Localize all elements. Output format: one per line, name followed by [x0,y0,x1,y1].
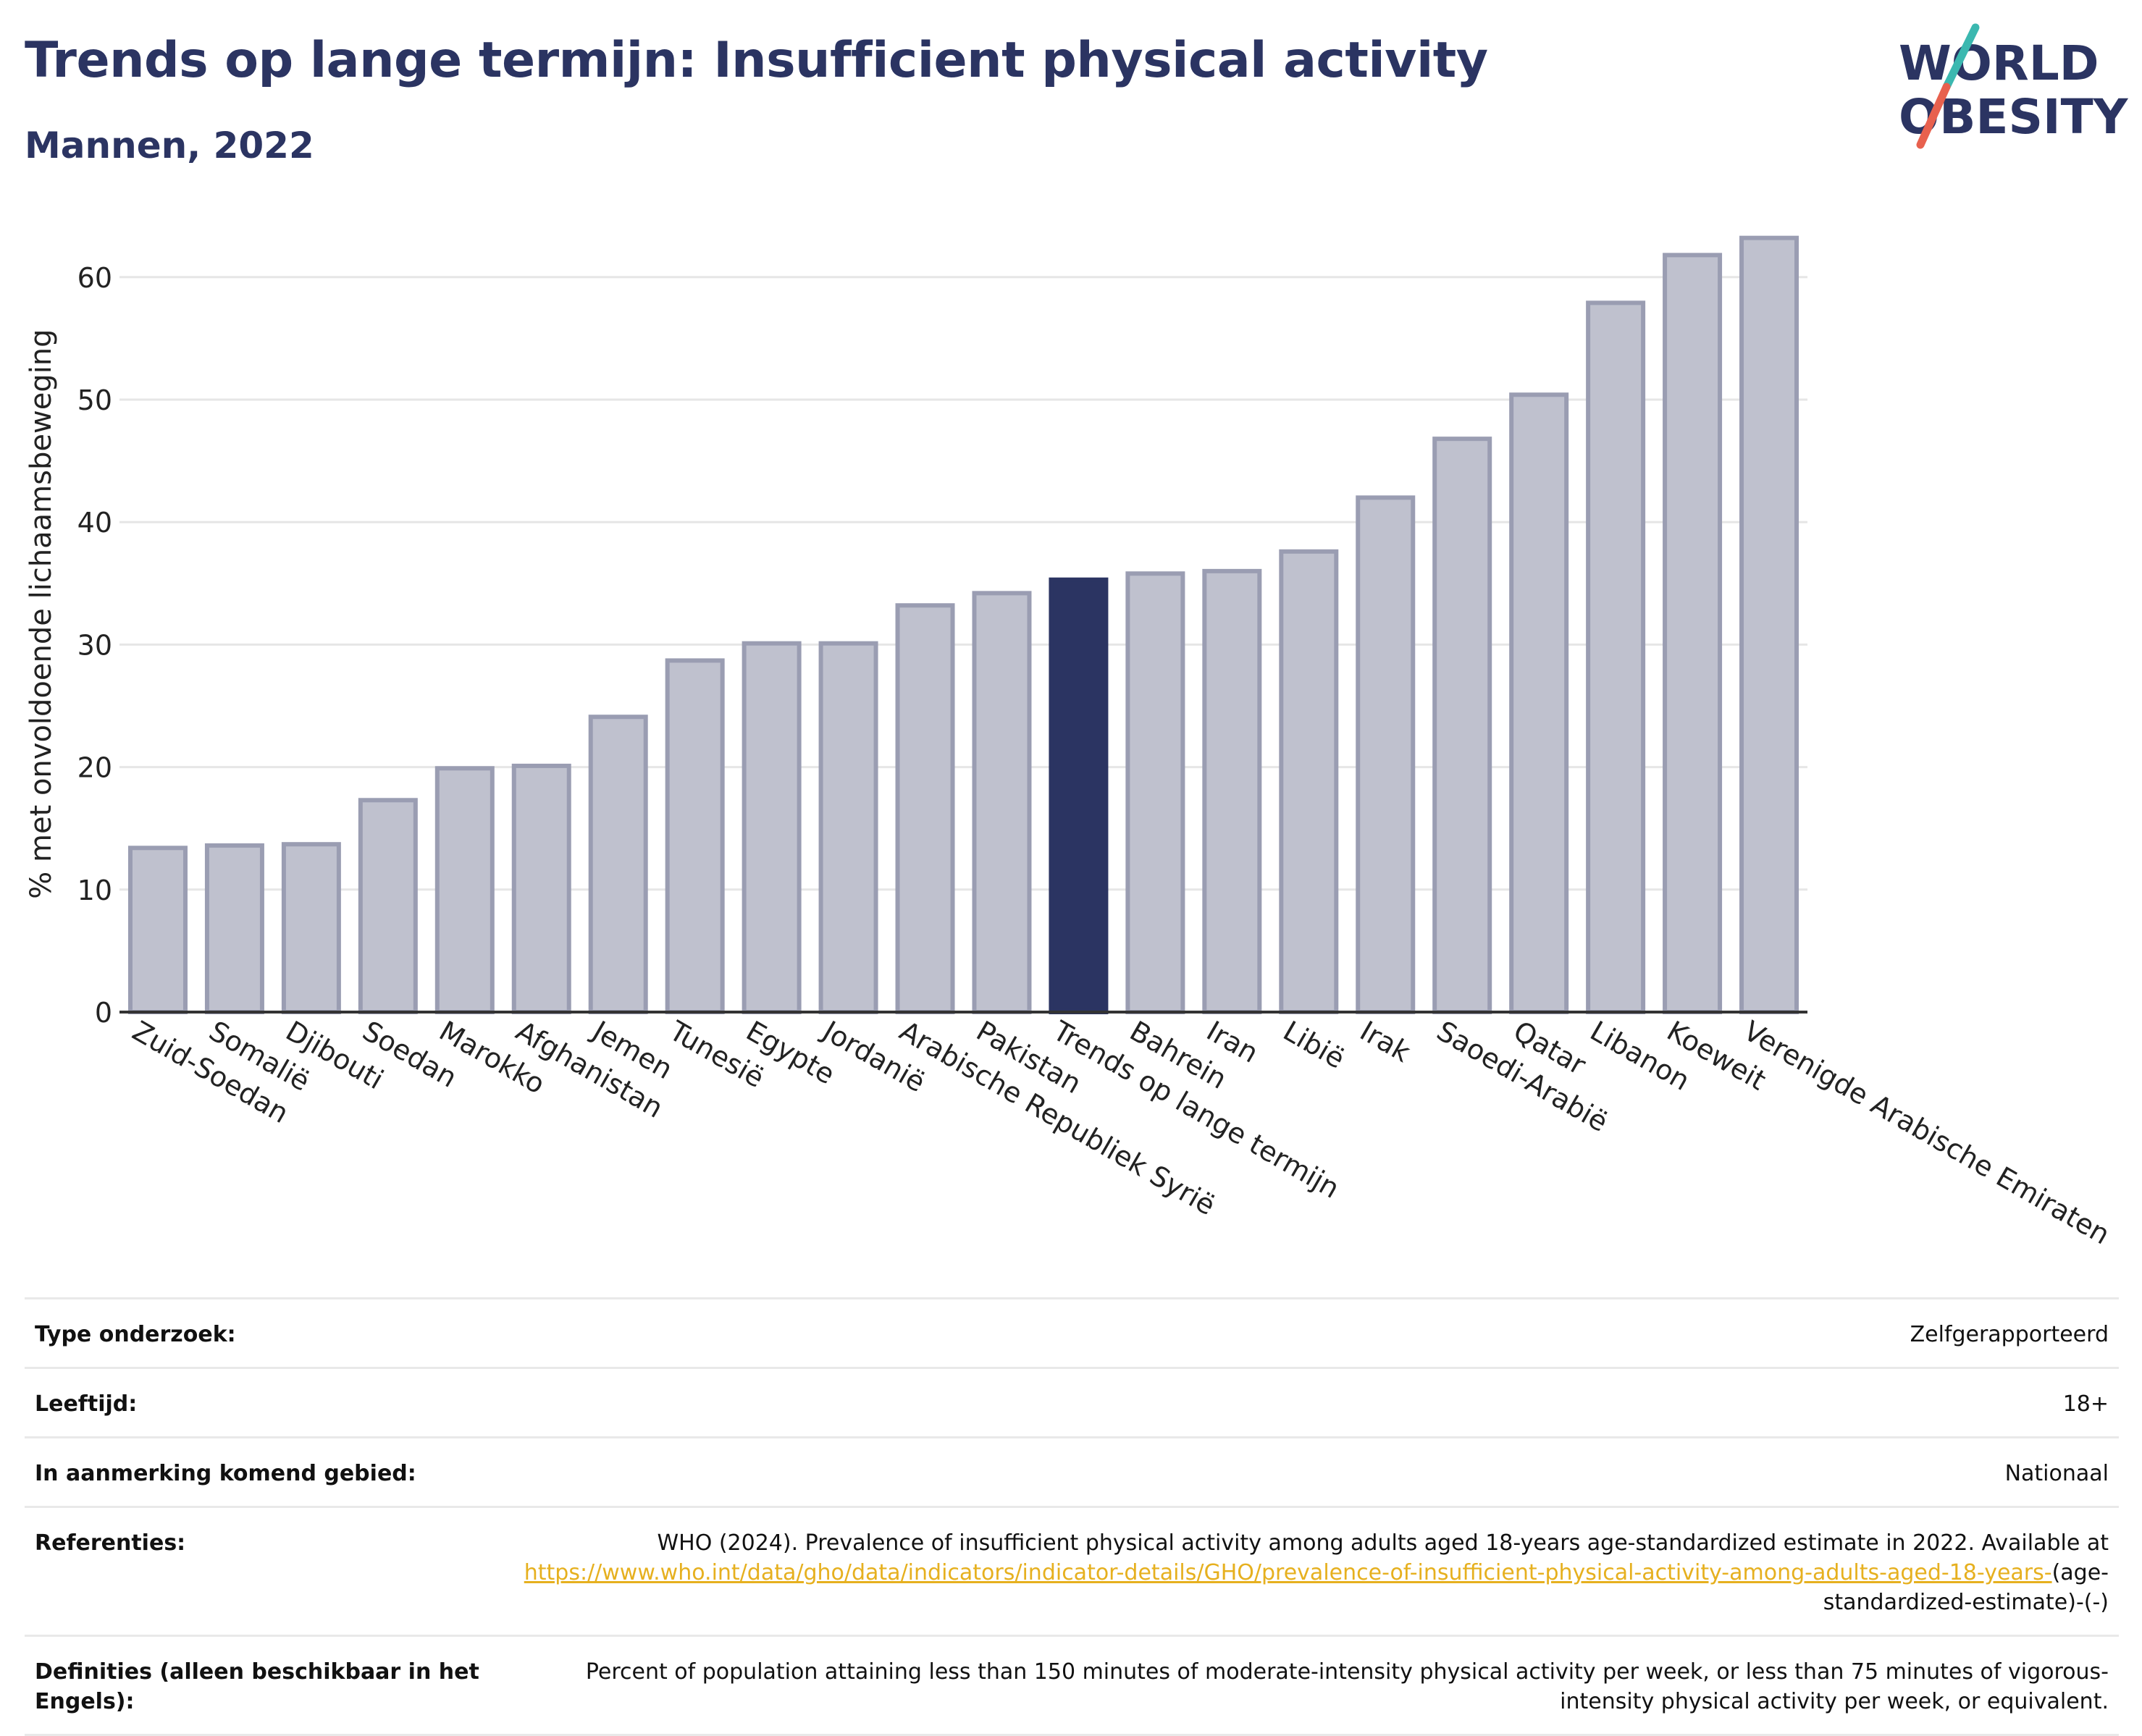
survey-type-value: Zelfgerapporteerd [1910,1322,2109,1347]
logo-slash-coral [1916,83,1951,149]
y-tick-label: 60 [77,262,112,294]
x-tick-label: Libië [1278,1015,1351,1075]
area-value: Nationaal [2004,1461,2109,1486]
bar-irak [1356,495,1416,1014]
bar-bahrein [1125,571,1185,1014]
y-tick-label: 30 [77,629,112,661]
info-row-area: In aanmerking komend gebied: Nationaal [25,1436,2119,1506]
bar-tunesi- [665,658,725,1014]
definitions-value: Percent of population attaining less tha… [585,1659,2109,1714]
bar-iran [1202,568,1262,1014]
x-axis-ticks: Zuid-SoedanSomaliëDjiboutiSoedanMarokkoA… [127,1014,2115,1251]
definitions-label: Definities (alleen beschikbaar in het En… [35,1659,479,1714]
info-table: Type onderzoek: Zelfgerapporteerd Leefti… [25,1297,2119,1736]
info-row-references: Referenties: WHO (2024). Prevalence of i… [25,1506,2119,1635]
y-tick-label: 40 [77,507,112,539]
bar-djibouti [281,842,341,1015]
bar-jemen [588,715,648,1015]
page-title: Trends op lange termijn: Insufficient ph… [25,32,1488,89]
references-text: WHO (2024). Prevalence of insufficient p… [657,1530,2109,1556]
bar-saoedi-arabi- [1432,437,1492,1014]
y-axis-ticks: 0 10 20 30 40 50 60 [77,262,112,1029]
bar-jordani- [818,641,878,1014]
bar-egypte [742,641,802,1014]
bar-zuid-soedan [127,846,188,1014]
logo-line-1: WORLD [1899,35,2099,91]
references-link[interactable]: https://www.who.int/data/gho/data/indica… [524,1560,2052,1585]
area-label: In aanmerking komend gebied: [35,1461,416,1486]
bar-koeweit [1663,253,1723,1014]
info-row-age: Leeftijd: 18+ [25,1367,2119,1436]
references-value: WHO (2024). Prevalence of insufficient p… [498,1528,2109,1617]
y-tick-label: 50 [77,384,112,416]
y-tick-label: 0 [95,997,112,1029]
y-tick-label: 10 [77,875,112,906]
bar-libi- [1279,549,1339,1014]
bar-libanon [1586,300,1646,1015]
age-value: 18+ [2062,1391,2109,1417]
bar-qatar [1509,392,1569,1014]
page-subtitle: Mannen, 2022 [25,125,314,167]
bar-trends-op-lange-termijn [1049,577,1109,1014]
bar-soedan [358,798,418,1015]
info-row-survey-type: Type onderzoek: Zelfgerapporteerd [25,1297,2119,1367]
bar-chart: 0 10 20 30 40 50 60 Zuid-SoedanSomaliëDjibouti… [25,235,2115,1251]
bar-marokko [434,766,495,1014]
age-label: Leeftijd: [35,1391,138,1417]
survey-type-label: Type onderzoek: [35,1322,236,1347]
x-tick-label: Irak [1355,1015,1416,1069]
bar-verenigde-arabische-emiraten [1739,235,1799,1014]
info-row-definitions: Definities (alleen beschikbaar in het En… [25,1635,2119,1736]
x-tick-label: Verenigde Arabische Emiraten [1739,1015,2115,1251]
bars [127,235,1799,1015]
bar-pakistan [972,591,1032,1014]
world-obesity-logo: WORLD OBESITY [1899,23,2129,149]
references-suffix: (age-standardized-estimate)-(-) [1823,1560,2109,1615]
y-tick-label: 20 [77,752,112,784]
bar-afghanistan [511,763,571,1014]
references-label: Referenties: [35,1530,186,1556]
logo-slash-teal [1942,23,1980,91]
bar-somali- [204,843,264,1014]
y-axis-label: % met onvoldoende lichaamsbeweging [25,329,58,898]
bar-arabische-republiek-syri- [895,603,955,1014]
